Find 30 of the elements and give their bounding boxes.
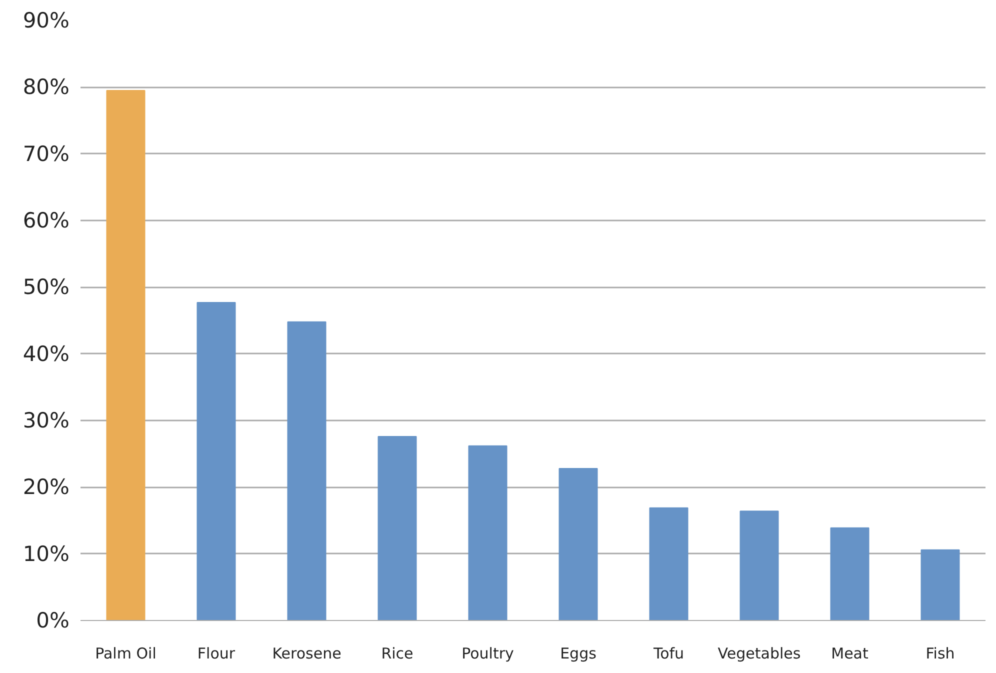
x-tick-label: Meat bbox=[831, 644, 868, 662]
y-tick-label: 40% bbox=[22, 342, 70, 366]
x-tick-label: Fish bbox=[926, 644, 955, 662]
y-tick-label: 30% bbox=[22, 408, 70, 432]
bar bbox=[649, 507, 688, 620]
bar bbox=[468, 445, 508, 620]
bar bbox=[287, 321, 326, 620]
x-tick-label: Vegetables bbox=[718, 644, 801, 662]
bar bbox=[830, 527, 870, 620]
x-tick-label: Eggs bbox=[560, 644, 597, 662]
x-tick-label: Poultry bbox=[462, 644, 514, 662]
y-tick-label: 80% bbox=[22, 75, 70, 100]
x-tick-label: Rice bbox=[381, 644, 414, 662]
y-tick-label: 90% bbox=[22, 8, 70, 32]
y-tick-label: 0% bbox=[36, 608, 70, 632]
bar bbox=[740, 510, 779, 620]
y-tick-label: 50% bbox=[22, 275, 70, 300]
bar bbox=[920, 549, 960, 620]
y-tick-label: 60% bbox=[22, 208, 70, 232]
bar bbox=[378, 436, 417, 620]
x-tick-label: Kerosene bbox=[272, 644, 342, 662]
y-tick-label: 10% bbox=[22, 542, 70, 566]
x-tick-label: Palm Oil bbox=[95, 644, 156, 662]
y-tick-label: 20% bbox=[22, 475, 70, 500]
y-tick-label: 70% bbox=[22, 142, 70, 166]
bar bbox=[106, 90, 146, 620]
bar bbox=[196, 302, 236, 620]
x-tick-label: Tofu bbox=[652, 644, 684, 662]
x-tick-label: Flour bbox=[197, 644, 236, 662]
bar bbox=[558, 468, 598, 620]
